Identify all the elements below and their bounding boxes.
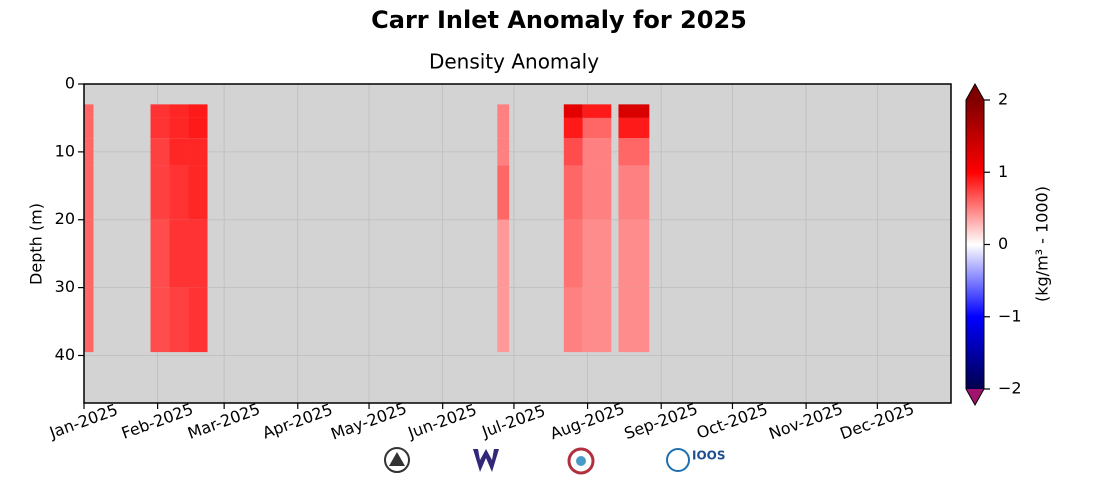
heat-cell bbox=[618, 138, 650, 166]
heat-cell bbox=[84, 287, 94, 353]
chart-subtitle: Density Anomaly bbox=[429, 50, 599, 74]
x-tick-label: Jan-2025 bbox=[46, 400, 120, 443]
colorbar-tick-label: −2 bbox=[998, 379, 1022, 398]
colorbar-extend-over bbox=[966, 84, 984, 100]
heat-cell bbox=[150, 165, 170, 220]
colorbar-label: (kg/m³ - 1000) bbox=[1033, 186, 1052, 302]
heat-cell bbox=[84, 117, 94, 139]
y-tick-label: 10 bbox=[55, 141, 75, 160]
y-axis-label: Depth (m) bbox=[27, 203, 46, 285]
heat-cell bbox=[150, 104, 170, 118]
heat-cell bbox=[582, 165, 612, 220]
heat-cell bbox=[84, 165, 94, 220]
heat-cell bbox=[169, 165, 189, 220]
heat-cell bbox=[497, 138, 510, 166]
heat-cell bbox=[169, 287, 189, 353]
heat-cell bbox=[188, 165, 208, 220]
heat-cell bbox=[188, 117, 208, 139]
heat-cell bbox=[582, 104, 612, 118]
heat-cell bbox=[618, 287, 650, 353]
logo bbox=[389, 452, 405, 466]
heat-cell bbox=[188, 287, 208, 353]
heat-cell bbox=[497, 165, 510, 220]
heat-cell bbox=[497, 287, 510, 353]
heat-cell bbox=[497, 117, 510, 139]
logo bbox=[473, 449, 499, 472]
heat-cell bbox=[563, 287, 583, 353]
heat-cell bbox=[169, 104, 189, 118]
y-tick-label: 20 bbox=[55, 209, 75, 228]
colorbar bbox=[966, 100, 984, 389]
y-tick-label: 40 bbox=[55, 345, 75, 364]
colorbar-tick-label: 0 bbox=[998, 234, 1008, 253]
heat-cell bbox=[563, 165, 583, 220]
heat-cell bbox=[497, 219, 510, 288]
heat-cell bbox=[188, 104, 208, 118]
colorbar-extend-under bbox=[966, 389, 984, 405]
heat-cell bbox=[84, 104, 94, 118]
heat-cell bbox=[150, 287, 170, 353]
logo bbox=[576, 456, 586, 466]
heat-cell bbox=[188, 138, 208, 166]
y-tick-label: 0 bbox=[65, 74, 75, 93]
chart-title: Carr Inlet Anomaly for 2025 bbox=[371, 6, 747, 34]
logos: IOOS bbox=[384, 447, 726, 475]
heat-cell bbox=[618, 219, 650, 288]
heat-cell bbox=[582, 117, 612, 139]
heat-cell bbox=[563, 219, 583, 288]
heat-cell bbox=[563, 117, 583, 139]
logo-text: IOOS bbox=[692, 449, 726, 463]
heat-cell bbox=[563, 138, 583, 166]
heat-cell bbox=[618, 104, 650, 118]
colorbar-tick-label: −1 bbox=[998, 306, 1022, 325]
logo bbox=[666, 448, 690, 472]
heat-cell bbox=[582, 138, 612, 166]
heat-cell bbox=[563, 104, 583, 118]
plot-frame bbox=[83, 83, 952, 404]
heat-cell bbox=[84, 138, 94, 166]
heat-cell bbox=[84, 219, 94, 288]
heat-cell bbox=[188, 219, 208, 288]
heat-cell bbox=[169, 219, 189, 288]
heat-cell bbox=[618, 165, 650, 220]
heat-cell bbox=[169, 117, 189, 139]
heat-cell bbox=[497, 104, 510, 118]
heat-cell bbox=[150, 219, 170, 288]
heat-cell bbox=[618, 117, 650, 139]
heat-cell bbox=[169, 138, 189, 166]
heat-cell bbox=[150, 117, 170, 139]
heat-cell bbox=[582, 287, 612, 353]
heat-cell bbox=[582, 219, 612, 288]
heat-cell bbox=[150, 138, 170, 166]
x-tick-label: Jun-2025 bbox=[405, 400, 480, 443]
y-tick-label: 30 bbox=[55, 277, 75, 296]
colorbar-tick-label: 1 bbox=[998, 162, 1008, 181]
colorbar-tick-label: 2 bbox=[998, 90, 1008, 109]
x-tick-label: Jul-2025 bbox=[478, 401, 547, 442]
